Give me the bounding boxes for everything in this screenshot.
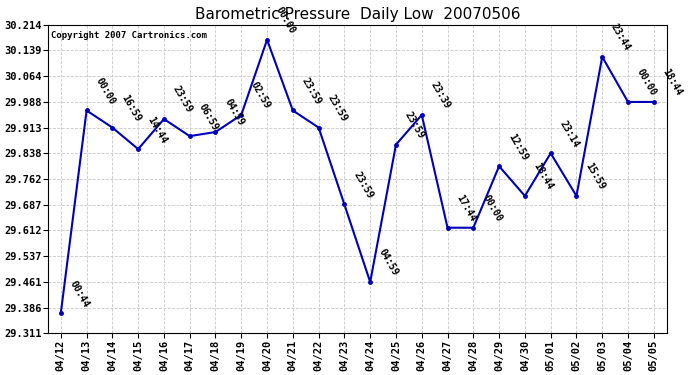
Text: 04:59: 04:59: [222, 98, 246, 128]
Text: 00:00: 00:00: [480, 193, 504, 224]
Text: 23:59: 23:59: [299, 76, 323, 106]
Text: 23:44: 23:44: [609, 22, 633, 53]
Text: 06:59: 06:59: [197, 102, 220, 132]
Text: 00:00: 00:00: [94, 76, 117, 106]
Text: 16:59: 16:59: [119, 93, 143, 123]
Text: 02:59: 02:59: [248, 80, 272, 111]
Text: 23:59: 23:59: [403, 110, 426, 141]
Text: 17:44: 17:44: [455, 193, 478, 224]
Text: 23:59: 23:59: [351, 170, 375, 200]
Text: 00:00: 00:00: [274, 5, 297, 36]
Text: 00:00: 00:00: [635, 68, 658, 98]
Text: 12:59: 12:59: [506, 132, 529, 162]
Text: Copyright 2007 Cartronics.com: Copyright 2007 Cartronics.com: [51, 31, 207, 40]
Text: 15:59: 15:59: [583, 161, 607, 192]
Text: 18:44: 18:44: [532, 161, 555, 192]
Text: 04:59: 04:59: [377, 248, 400, 278]
Title: Barometric Pressure  Daily Low  20070506: Barometric Pressure Daily Low 20070506: [195, 7, 520, 22]
Text: 00:44: 00:44: [68, 279, 91, 309]
Text: 23:39: 23:39: [428, 80, 452, 111]
Text: 23:59: 23:59: [326, 93, 349, 123]
Text: 14:44: 14:44: [145, 114, 168, 145]
Text: 23:14: 23:14: [558, 118, 581, 149]
Text: 18:44: 18:44: [661, 68, 684, 98]
Text: 23:59: 23:59: [171, 84, 194, 115]
